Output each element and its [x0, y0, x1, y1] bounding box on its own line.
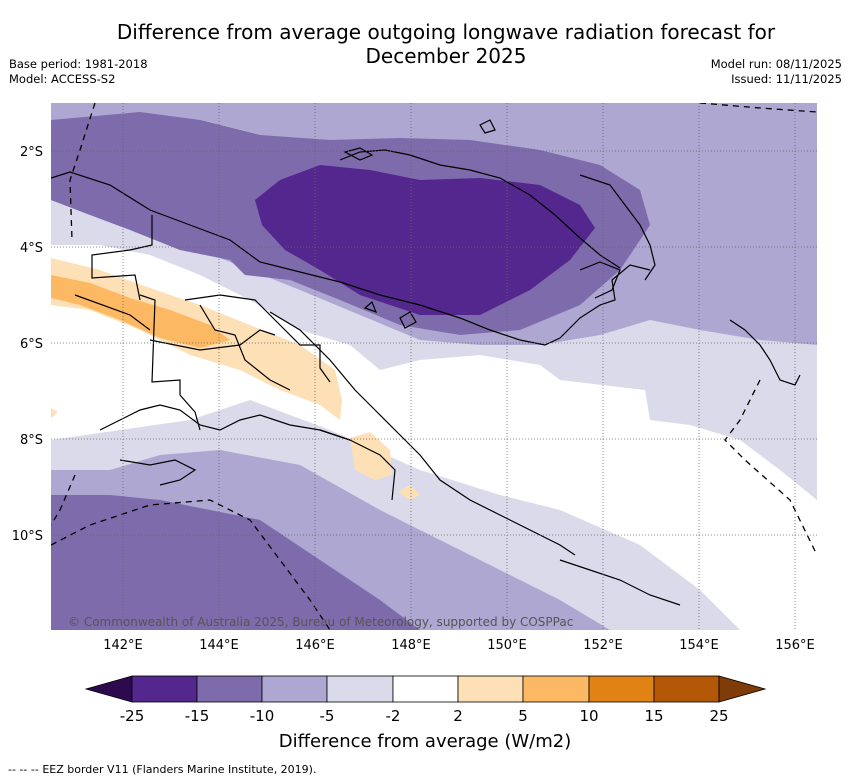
lat-label-6s: 6°S [20, 337, 43, 352]
title-line-1: Difference from average outgoing longwav… [116, 20, 776, 44]
lat-label-8s: 8°S [20, 433, 43, 448]
model-run: Model run: 08/11/2025 [710, 57, 842, 71]
colorbar-tick: -25 [120, 707, 145, 725]
map-plot [51, 103, 817, 630]
colorbar-tick: 5 [518, 707, 528, 725]
eez-legend-symbol: -- -- -- [8, 763, 39, 776]
colorbar-tick: -5 [320, 707, 335, 725]
colorbar-seg-plus15-plus25 [653, 675, 720, 703]
olr-band-plus5-plus10 [51, 275, 230, 348]
base-period: Base period: 1981-2018 [9, 57, 148, 71]
lon-label-156e: 156°E [775, 638, 815, 653]
colorbar-seg-plus5-plus10 [522, 675, 590, 703]
issued-date: Issued: 11/11/2025 [731, 72, 842, 86]
lon-label-142e: 142°E [103, 638, 143, 653]
colorbar-seg-minus15-minus10 [196, 675, 263, 703]
colorbar-label: Difference from average (W/m2) [279, 731, 571, 752]
colorbar-ticks: -25 -15 -10 -5 -2 2 5 10 15 25 [120, 707, 729, 725]
colorbar-seg-plus10-plus15 [588, 675, 655, 703]
lon-label-148e: 148°E [391, 638, 431, 653]
gridlines [51, 103, 817, 630]
lat-label-4s: 4°S [20, 241, 43, 256]
colorbar-tick: 15 [644, 707, 663, 725]
copyright-text: © Commonwealth of Australia 2025, Bureau… [68, 615, 573, 629]
meta-left: Base period: 1981-2018 Model: ACCESS-S2 [9, 57, 148, 87]
colorbar-tick: -2 [386, 707, 401, 725]
colorbar-tick: 25 [709, 707, 728, 725]
model-name: Model: ACCESS-S2 [9, 72, 116, 86]
lon-label-150e: 150°E [487, 638, 527, 653]
lat-label-10s: 10°S [12, 529, 43, 544]
lat-labels: 2°S 4°S 6°S 8°S 10°S [12, 145, 43, 544]
title-line-2: December 2025 [365, 44, 527, 68]
colorbar-seg-lt-minus15 [131, 675, 198, 703]
colorbar-extend-high [718, 675, 767, 703]
colorbar-seg-minus10-minus5 [261, 675, 328, 703]
lon-label-146e: 146°E [295, 638, 335, 653]
colorbar-tick: -15 [185, 707, 210, 725]
lat-label-2s: 2°S [20, 145, 43, 160]
lon-label-144e: 144°E [199, 638, 239, 653]
olr-band-below-minus15 [255, 165, 595, 315]
eez-legend-text: EEZ border V11 (Flanders Marine Institut… [42, 763, 317, 776]
lon-label-154e: 154°E [679, 638, 719, 653]
admin-borders [74, 215, 396, 501]
lon-labels: 142°E 144°E 146°E 148°E 150°E 152°E 154°… [103, 638, 815, 653]
colorbar-tick: -10 [250, 707, 275, 725]
colorbar-seg-minus2-plus2 [392, 675, 459, 703]
chart-title: Difference from average outgoing longwav… [60, 20, 832, 68]
eez-borders [51, 103, 817, 630]
lon-label-152e: 152°E [583, 638, 623, 653]
colorbar-tick: 10 [579, 707, 598, 725]
meta-right: Model run: 08/11/2025 Issued: 11/11/2025 [711, 57, 842, 87]
colorbar-extend-low [84, 675, 133, 703]
footer-legend: -- -- -- EEZ border V11 (Flanders Marine… [8, 763, 316, 776]
colorbar-seg-plus2-plus5 [457, 675, 524, 703]
colorbar-seg-minus5-minus2 [326, 675, 394, 703]
colorbar-tick: 2 [453, 707, 463, 725]
colorbar [84, 675, 767, 703]
